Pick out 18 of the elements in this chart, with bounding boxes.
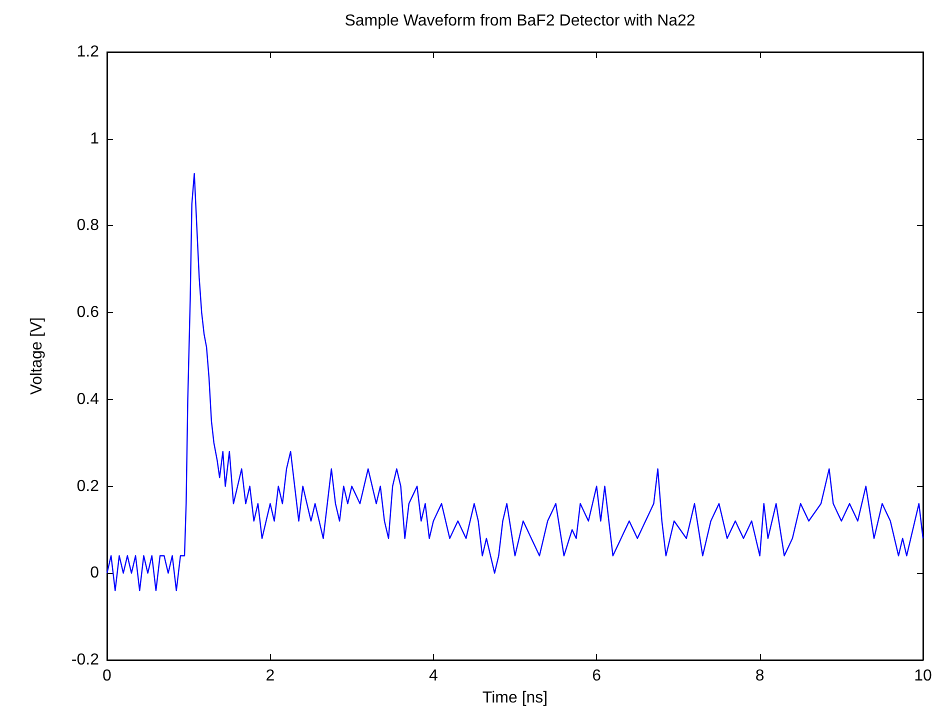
chart-title: Sample Waveform from BaF2 Detector with Na22 [344, 12, 696, 30]
x-tick-label: 2 [266, 668, 275, 684]
y-tick-label: 0.2 [76, 478, 100, 495]
y-tick-label: 0.6 [76, 304, 100, 322]
y-tick-label: 1.2 [76, 44, 100, 60]
y-tick-label: 1 [90, 130, 100, 148]
x-tick-label: 10 [914, 668, 932, 684]
x-tick-label: 0 [102, 668, 112, 684]
line-series [106, 173, 924, 592]
y-tick-label: 0.8 [76, 217, 100, 234]
y-tick-label: 0 [90, 564, 100, 582]
x-axis-title: Time [ns] [482, 690, 548, 706]
x-tick-label: 8 [755, 668, 764, 684]
y-tick-label: 0.4 [76, 390, 100, 408]
x-tick-label: 4 [428, 668, 438, 684]
x-tick-label: 6 [592, 668, 602, 684]
y-axis-title: Voltage [V] [28, 317, 46, 395]
y-tick-label: -0.2 [71, 652, 100, 668]
